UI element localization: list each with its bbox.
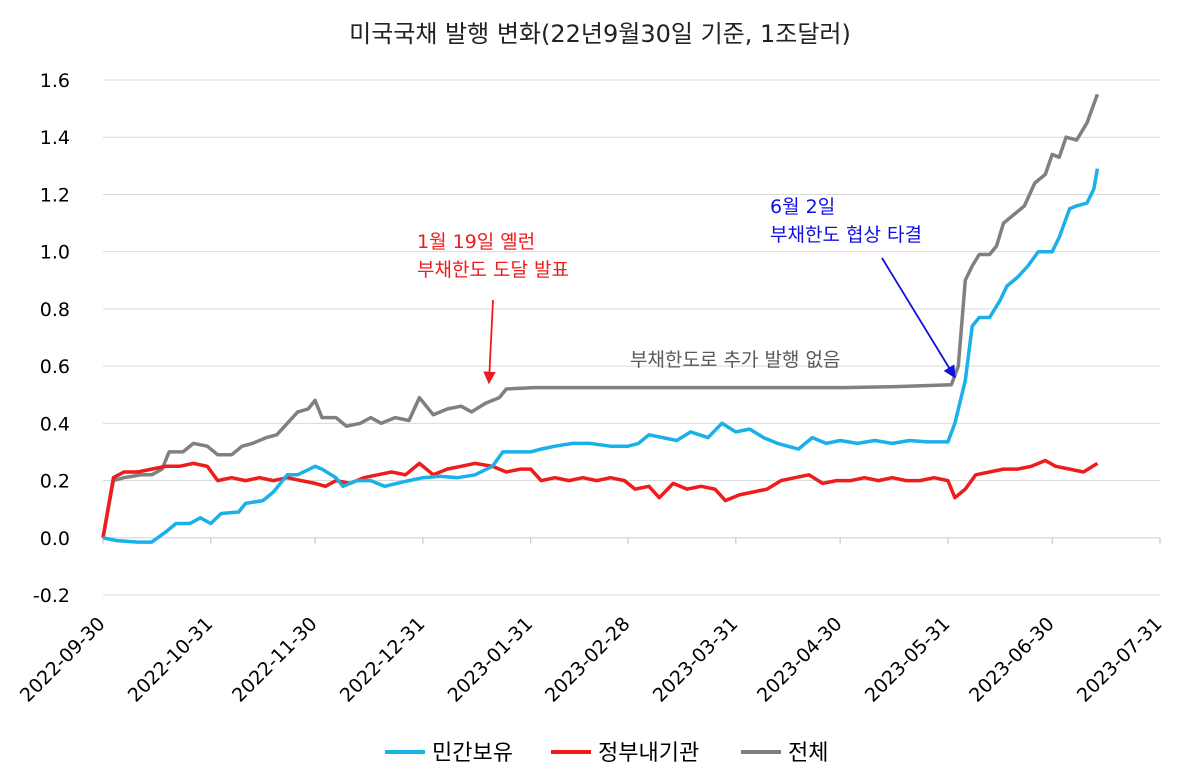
x-axis (102, 537, 1161, 544)
annotation-label: 부채한도로 추가 발행 없음 (630, 349, 840, 371)
x-tick-label: 2023-03-31 (649, 613, 743, 707)
x-tick-label: 2023-04-30 (753, 613, 847, 707)
x-tick-label: 2022-10-31 (124, 613, 218, 707)
series-lines (101, 93, 1100, 544)
series-line-1 (101, 458, 1099, 539)
x-tick-label: 2022-11-30 (228, 613, 322, 707)
legend: 민간보유 정부내기관 전체 (385, 741, 828, 766)
annotation-arrow (881, 257, 956, 379)
gridlines (103, 79, 1160, 596)
annotation-arrow (483, 299, 496, 385)
annotation-label: 부채한도 도달 발표 (417, 259, 569, 281)
x-tick-label: 2023-01-31 (444, 613, 538, 707)
y-tick-label: 0.0 (40, 528, 70, 550)
legend-label: 민간보유 (432, 741, 513, 766)
annotation-label: 6월 2일 (770, 196, 835, 218)
x-tick-label: 2023-07-31 (1073, 613, 1167, 707)
annotation-label: 1월 19일 옐런 (417, 231, 535, 253)
legend-label: 전체 (788, 741, 828, 766)
legend-label: 정부내기관 (598, 741, 699, 766)
annotation-label: 부채한도 협상 타결 (770, 224, 922, 246)
x-tick-label: 2023-06-30 (965, 613, 1059, 707)
series-line-0 (102, 168, 1100, 544)
y-tick-label: 1.0 (40, 242, 70, 264)
series-line-2 (101, 93, 1100, 539)
x-tick-label: 2023-02-28 (541, 613, 635, 707)
x-axis-ticks: 2022-09-30 2022-10-31 2022-11-30 2022-12-31… (16, 613, 1167, 707)
y-tick-label: -0.2 (33, 585, 70, 607)
x-tick-label: 2022-12-31 (336, 613, 430, 707)
y-tick-label: 0.4 (40, 413, 70, 435)
x-tick-label: 2022-09-30 (16, 613, 110, 707)
chart-title: 미국국채 발행 변화(22년9월30일 기준, 1조달러) (349, 20, 851, 48)
y-tick-label: 0.8 (40, 299, 70, 321)
x-tick-label: 2023-05-31 (861, 613, 955, 707)
y-axis-ticks: 1.6 1.4 1.2 1.0 0.8 0.6 0.4 0.2 0.0 -0.2 (33, 70, 70, 607)
y-tick-label: 1.6 (40, 70, 70, 92)
y-tick-label: 0.2 (40, 471, 70, 493)
y-tick-label: 1.4 (40, 127, 70, 149)
y-tick-label: 0.6 (40, 356, 70, 378)
y-tick-label: 1.2 (40, 184, 70, 206)
